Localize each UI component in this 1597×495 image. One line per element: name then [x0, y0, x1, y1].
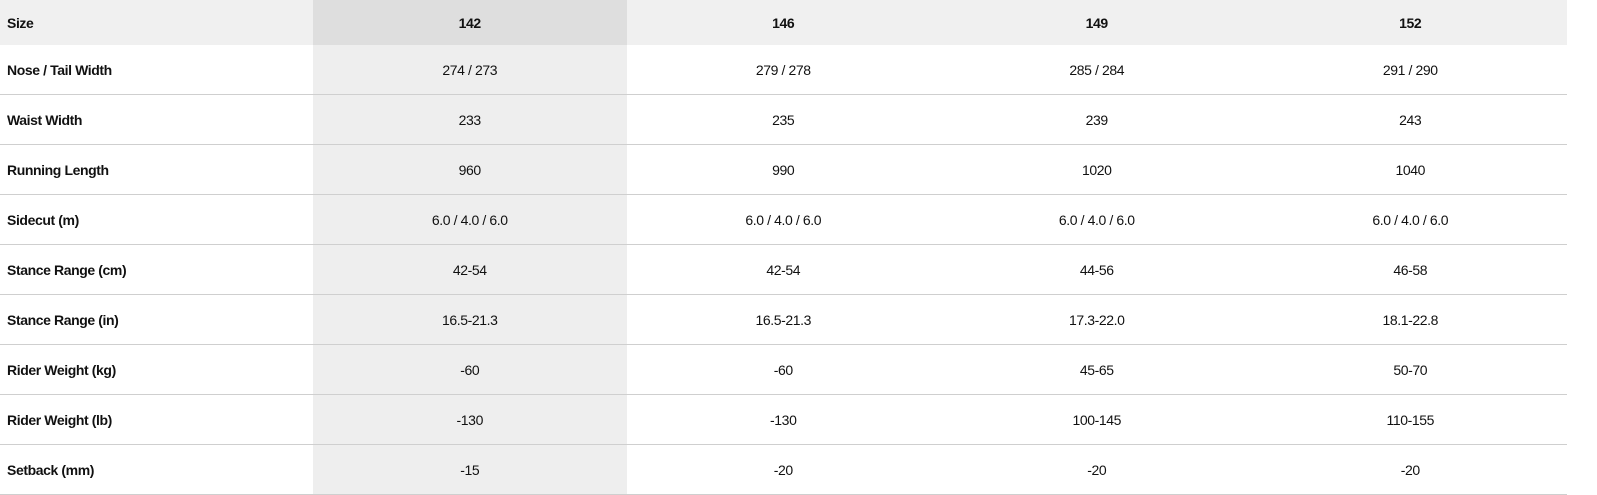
- table-row: Stance Range (in) 16.5-21.3 16.5-21.3 17.3-…: [0, 294, 1567, 345]
- table-cell: 50-70: [1253, 344, 1567, 395]
- size-column-header: 152: [1253, 0, 1567, 45]
- table-cell: 233: [313, 94, 627, 145]
- table-cell: -130: [626, 394, 940, 445]
- table-row: Rider Weight (lb) -130 -130 100-145 110-155: [0, 394, 1567, 445]
- table-cell: 42-54: [626, 244, 940, 295]
- table-cell: 44-56: [940, 244, 1254, 295]
- table-row: Rider Weight (kg) -60 -60 45-65 50-70: [0, 344, 1567, 395]
- table-cell: 960: [313, 144, 627, 195]
- row-label: Rider Weight (kg): [0, 344, 313, 395]
- table-cell: 274 / 273: [313, 45, 627, 95]
- table-cell: 17.3-22.0: [940, 294, 1254, 345]
- table-cell: 279 / 278: [626, 45, 940, 95]
- size-column-header: 142: [313, 0, 627, 45]
- table-cell: 6.0 / 4.0 / 6.0: [940, 194, 1254, 245]
- size-column-header: 146: [626, 0, 940, 45]
- table-cell: 6.0 / 4.0 / 6.0: [313, 194, 627, 245]
- table-cell: 100-145: [940, 394, 1254, 445]
- table-cell: 239: [940, 94, 1254, 145]
- table-cell: 291 / 290: [1253, 45, 1567, 95]
- table-cell: 6.0 / 4.0 / 6.0: [626, 194, 940, 245]
- table-cell: 16.5-21.3: [313, 294, 627, 345]
- table-cell: 45-65: [940, 344, 1254, 395]
- header-label: Size: [0, 0, 313, 45]
- table-row: Setback (mm) -15 -20 -20 -20: [0, 444, 1567, 495]
- table-cell: 18.1-22.8: [1253, 294, 1567, 345]
- table-cell: -20: [626, 444, 940, 495]
- table-cell: 1020: [940, 144, 1254, 195]
- row-label: Nose / Tail Width: [0, 45, 313, 95]
- row-label: Stance Range (in): [0, 294, 313, 345]
- size-column-header: 149: [940, 0, 1254, 45]
- table-row: Sidecut (m) 6.0 / 4.0 / 6.0 6.0 / 4.0 / 6.…: [0, 194, 1567, 245]
- table-cell: -20: [1253, 444, 1567, 495]
- row-label: Setback (mm): [0, 444, 313, 495]
- table-row: Waist Width 233 235 239 243: [0, 94, 1567, 145]
- row-label: Running Length: [0, 144, 313, 195]
- table-cell: -15: [313, 444, 627, 495]
- table-cell: 110-155: [1253, 394, 1567, 445]
- table-cell: 42-54: [313, 244, 627, 295]
- table-cell: 990: [626, 144, 940, 195]
- row-label: Sidecut (m): [0, 194, 313, 245]
- table-cell: 1040: [1253, 144, 1567, 195]
- table-cell: -20: [940, 444, 1254, 495]
- table-cell: 6.0 / 4.0 / 6.0: [1253, 194, 1567, 245]
- table-cell: 243: [1253, 94, 1567, 145]
- row-label: Stance Range (cm): [0, 244, 313, 295]
- table-row: Stance Range (cm) 42-54 42-54 44-56 46-58: [0, 244, 1567, 295]
- table-row: Running Length 960 990 1020 1040: [0, 144, 1567, 195]
- table-cell: 16.5-21.3: [626, 294, 940, 345]
- row-label: Waist Width: [0, 94, 313, 145]
- table-cell: 46-58: [1253, 244, 1567, 295]
- row-label: Rider Weight (lb): [0, 394, 313, 445]
- table-cell: 235: [626, 94, 940, 145]
- table-row: Nose / Tail Width 274 / 273 279 / 278 285 /…: [0, 45, 1567, 95]
- table-cell: -60: [626, 344, 940, 395]
- table-cell: -130: [313, 394, 627, 445]
- table-cell: 285 / 284: [940, 45, 1254, 95]
- table-cell: -60: [313, 344, 627, 395]
- header-row: Size 142 146 149 152: [0, 0, 1567, 45]
